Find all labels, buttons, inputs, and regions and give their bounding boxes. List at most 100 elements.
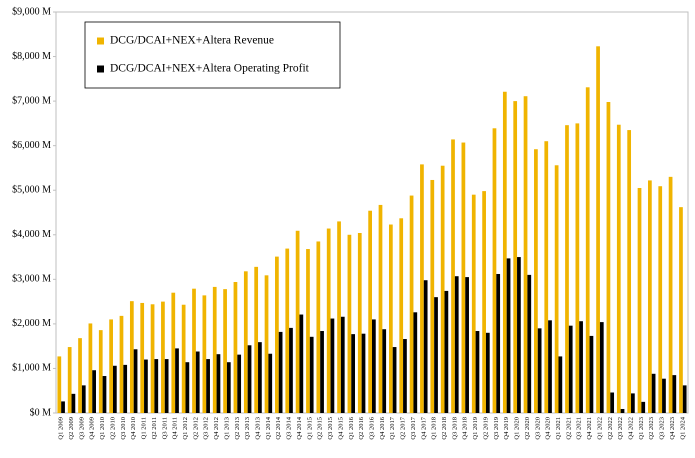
x-tick-label: Q1 2014	[265, 416, 272, 439]
x-tick-label: Q1 2017	[389, 416, 396, 439]
bar	[388, 224, 393, 413]
x-tick-label: Q4 2022	[628, 417, 635, 440]
x-tick-label: Q2 2016	[358, 416, 365, 439]
bar	[430, 179, 435, 413]
bar	[651, 373, 656, 413]
bar	[81, 385, 86, 413]
bar	[247, 345, 252, 413]
x-tick-label: Q2 2015	[317, 417, 324, 440]
bar	[258, 342, 262, 413]
x-tick-label: Q3 2020	[534, 417, 541, 440]
x-tick-label: Q3 2012	[203, 417, 210, 440]
bar	[682, 385, 687, 413]
bar	[340, 316, 345, 413]
legend-label: DCG/DCAI+NEX+Altera Revenue	[110, 35, 274, 47]
bar	[123, 364, 128, 413]
y-tick-label: $6,000 M	[12, 140, 51, 151]
bar	[475, 331, 480, 413]
bar	[185, 362, 190, 413]
x-tick-label: Q3 2009	[78, 417, 85, 440]
bar	[382, 329, 387, 413]
bar	[451, 139, 455, 413]
x-tick-label: Q2 2019	[482, 417, 489, 440]
bar	[316, 241, 321, 413]
x-tick-label: Q2 2018	[441, 417, 448, 440]
x-tick-label: Q1 2012	[182, 417, 189, 440]
legend-label: DCG/DCAI+NEX+Altera Operating Profit	[110, 63, 310, 75]
bar	[223, 289, 227, 413]
y-tick-label: $0 M	[30, 407, 52, 418]
bar	[513, 101, 518, 413]
bar	[558, 356, 563, 413]
x-tick-label: Q3 2014	[286, 416, 293, 439]
bar	[337, 221, 341, 413]
bar	[392, 347, 397, 413]
x-tick-label: Q3 2018	[451, 417, 458, 440]
bar	[112, 365, 117, 413]
bar	[575, 123, 580, 413]
bar	[668, 176, 673, 413]
bar	[527, 274, 532, 413]
bar	[662, 378, 666, 413]
bar	[444, 290, 449, 413]
bar	[599, 322, 604, 413]
bar	[502, 91, 507, 413]
bar	[399, 218, 404, 413]
x-tick-label: Q4 2019	[503, 417, 510, 440]
bar	[330, 318, 335, 413]
x-tick-label: Q4 2012	[213, 417, 220, 440]
bar	[102, 376, 107, 413]
bar	[347, 234, 352, 413]
x-tick-label: Q1 2016	[348, 416, 355, 439]
bar	[275, 256, 279, 413]
x-tick-label: Q1 2009	[58, 417, 65, 440]
bar	[309, 336, 314, 413]
x-tick-label: Q2 2022	[607, 417, 614, 440]
y-tick-label: $1,000 M	[12, 363, 51, 374]
bar	[268, 353, 273, 413]
bar	[610, 392, 615, 413]
y-tick-label: $5,000 M	[12, 185, 51, 196]
bar	[403, 339, 407, 413]
x-tick-label: Q3 2023	[659, 417, 666, 440]
bar	[568, 325, 573, 413]
x-tick-label: Q1 2010	[99, 417, 106, 440]
x-tick-label: Q1 2019	[472, 417, 479, 440]
bar	[278, 331, 283, 413]
bar	[109, 319, 113, 413]
bar	[534, 149, 538, 413]
bar	[175, 348, 179, 413]
x-tick-label: Q1 2024	[679, 416, 686, 439]
bar	[237, 354, 242, 413]
x-tick-label: Q1 2023	[638, 417, 645, 440]
x-tick-label: Q1 2015	[306, 417, 313, 440]
bar	[492, 128, 497, 414]
bar	[206, 359, 210, 413]
bar	[164, 359, 169, 413]
bar	[57, 356, 62, 413]
bar	[579, 321, 583, 413]
x-tick-label: Q1 2021	[555, 417, 562, 440]
x-tick-label: Q2 2020	[524, 417, 531, 440]
legend-swatch	[97, 37, 104, 45]
x-tick-label: Q4 2023	[669, 417, 676, 440]
bar	[372, 319, 376, 413]
x-tick-label: Q1 2013	[223, 417, 230, 440]
x-tick-label: Q3 2016	[368, 416, 375, 439]
bar	[641, 401, 646, 413]
bar	[523, 96, 528, 414]
x-tick-label: Q2 2010	[109, 417, 116, 440]
bar	[627, 130, 632, 414]
bar	[171, 292, 176, 413]
y-tick-label: $7,000 M	[12, 95, 51, 106]
bar	[378, 204, 383, 413]
bar	[485, 332, 490, 413]
y-tick-label: $2,000 M	[12, 318, 51, 329]
x-tick-label: Q4 2009	[89, 417, 96, 440]
x-tick-label: Q4 2020	[545, 417, 552, 440]
bar	[620, 408, 625, 413]
bar	[672, 375, 677, 413]
bar	[212, 286, 217, 413]
bar	[637, 187, 642, 413]
